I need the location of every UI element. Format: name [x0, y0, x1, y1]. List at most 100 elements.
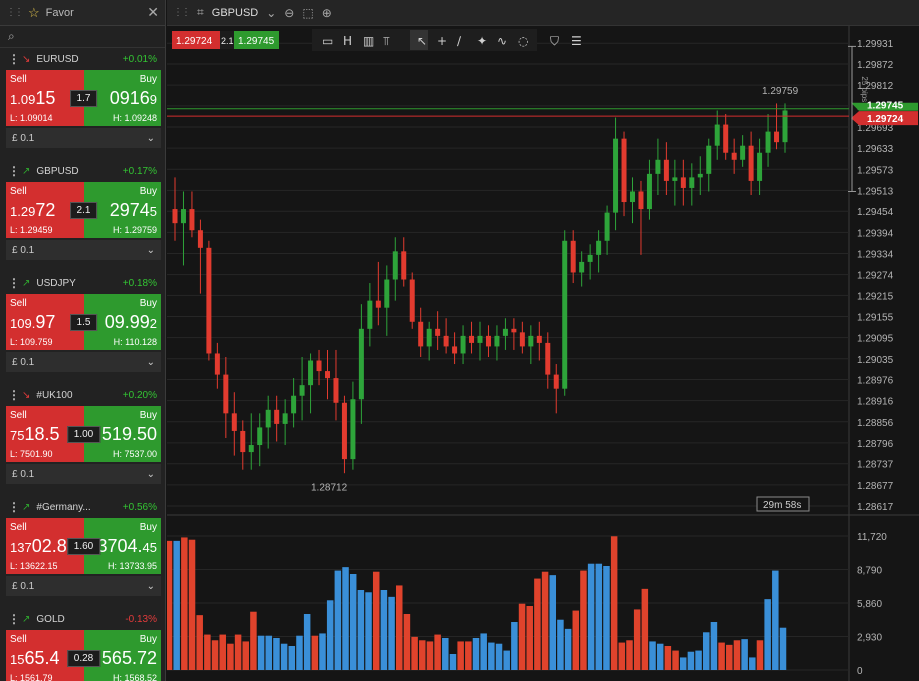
candle-body — [519, 332, 525, 347]
sell-label: Sell — [10, 634, 27, 645]
volume-bar — [618, 642, 626, 670]
volume-bar — [764, 599, 771, 670]
volume-bar — [603, 566, 610, 670]
quantity-select[interactable]: £ 0.1 ⌄ — [6, 240, 161, 260]
text-tool-icon[interactable]: ⫪ — [383, 34, 390, 48]
more-menu-icon[interactable]: ⋮ — [8, 500, 20, 514]
candle-body — [748, 145, 754, 181]
volume-bar — [610, 536, 618, 670]
sell-button[interactable]: Sell 1.2972 L: 1.29459 — [6, 182, 84, 238]
price-tick-label: 1.29095 — [857, 334, 894, 345]
instrument-header: ⋮ ↘ EURUSD +0.01% — [6, 48, 161, 70]
price-tick-label: 1.28916 — [857, 397, 894, 408]
candle-body — [570, 240, 576, 273]
chart-symbol[interactable]: GBPUSD — [211, 6, 259, 19]
trend-arrow-icon: ↘ — [22, 53, 31, 65]
instrument-header: ⋮ ↗ GBPUSD +0.17% — [6, 160, 161, 182]
volume-bar — [196, 615, 203, 670]
instrument-card: ⋮ ↘ EURUSD +0.01% Sell 1.0915 L: 1.09014 Buy 091… — [6, 48, 161, 148]
instrument-name[interactable]: #UK100 — [36, 389, 73, 401]
candle-body — [502, 328, 508, 336]
instrument-name[interactable]: #Germany... — [36, 501, 91, 513]
paint-brush-icon[interactable]: ⛉ — [550, 34, 559, 48]
quantity-select[interactable]: £ 0.1 ⌄ — [6, 128, 161, 148]
volume-bar — [580, 570, 587, 670]
candle-body — [655, 159, 661, 174]
sell-price-big: 97 — [35, 312, 56, 332]
volume-bar — [749, 657, 756, 670]
instrument-name[interactable]: EURUSD — [36, 53, 79, 65]
pattern-icon[interactable]: ∿ — [497, 34, 507, 48]
fibonacci-icon[interactable]: ✦ — [477, 34, 487, 48]
favorites-panel: ⋮⋮ ☆ Favor ✕ ⌕ ⋮ ↘ EURUSD +0.01% Sell 1.0915 L… — [0, 0, 166, 681]
search-icon[interactable]: ⌕ — [8, 29, 15, 43]
volume-bar — [388, 596, 395, 670]
chart-buy-button[interactable] — [234, 31, 279, 49]
price-tick-label: 1.28617 — [857, 502, 894, 513]
close-icon[interactable]: ✕ — [147, 4, 159, 20]
volume-bar — [564, 628, 572, 670]
trendline-icon[interactable]: ∕ — [457, 34, 462, 48]
cursor-icon[interactable]: ↖ — [417, 34, 427, 48]
more-menu-icon[interactable]: ⋮ — [8, 52, 20, 66]
price-tick-label: 1.28796 — [857, 439, 894, 450]
annotation-tool-icon[interactable]: ▭ — [322, 34, 333, 48]
horizontal-line-tool-icon[interactable]: H — [343, 34, 352, 48]
buy-price-part2: .50 — [131, 424, 157, 444]
sell-price-tag — [851, 111, 918, 126]
chart-toolbar: ⋮⋮ ⌗ GBPUSD ⌄ ⊖ ⬚ ⊕ — [167, 0, 919, 26]
sell-price: 1565.4 — [10, 648, 60, 669]
candle-body — [714, 124, 720, 146]
drag-handle-icon[interactable]: ⋮⋮ — [173, 7, 191, 18]
price-tick-label: 1.29454 — [857, 207, 894, 218]
trend-arrow-icon: ↗ — [22, 501, 31, 513]
drag-handle-icon[interactable]: ⋮⋮ — [6, 7, 24, 18]
search-row[interactable]: ⌕ — [0, 26, 165, 48]
instrument-card: ⋮ ↗ USDJPY +0.18% Sell 109.97 L: 109.759 Buy 09.… — [6, 272, 161, 372]
more-menu-icon[interactable]: ⋮ — [8, 388, 20, 402]
sell-price: 13702.8 — [10, 536, 67, 557]
instrument-header: ⋮ ↗ USDJPY +0.18% — [6, 272, 161, 294]
price-tick-label: 1.29215 — [857, 291, 894, 302]
volume-bar — [411, 636, 418, 670]
bar-type-icon[interactable]: ▥ — [363, 34, 374, 48]
candle-body — [545, 342, 551, 375]
zoom-out-icon[interactable]: ⊖ — [284, 5, 295, 20]
crosshair-icon[interactable]: + — [437, 34, 447, 48]
quantity-select[interactable]: £ 0.1 ⌄ — [6, 464, 161, 484]
fullscreen-icon[interactable]: ⬚ — [302, 5, 314, 20]
more-menu-icon[interactable]: ⋮ — [8, 276, 20, 290]
quantity-select[interactable]: £ 0.1 ⌄ — [6, 352, 161, 372]
more-menu-icon[interactable]: ⋮ — [8, 164, 20, 178]
sell-price-small: 137 — [10, 540, 32, 555]
chart-sell-button[interactable] — [172, 31, 220, 49]
candle-body — [316, 360, 322, 372]
volume-bar — [679, 657, 687, 670]
candle-body — [621, 138, 627, 203]
price-tick-label: 1.28856 — [857, 418, 894, 429]
candle-body — [689, 177, 695, 188]
shapes-icon[interactable]: ◌ — [518, 34, 528, 48]
chevron-down-icon: ⌄ — [146, 468, 155, 480]
buy-label: Buy — [139, 298, 157, 309]
chevron-down-icon[interactable]: ⌄ — [266, 5, 277, 20]
indicator-list-icon[interactable]: ☰ — [571, 34, 582, 48]
instrument-name[interactable]: GBPUSD — [36, 165, 79, 177]
sell-price: 109.97 — [10, 312, 55, 333]
instrument-name[interactable]: USDJPY — [36, 277, 76, 289]
trade-tiles: Sell 1.2972 L: 1.29459 Buy 29745 H: 1.29759 2.… — [6, 182, 161, 238]
price-chart[interactable]: 1.299311.298721.298121.297531.296931.296… — [167, 26, 919, 681]
instrument-name[interactable]: GOLD — [36, 613, 65, 625]
volume-bar — [188, 539, 196, 670]
more-menu-icon[interactable]: ⋮ — [8, 612, 20, 626]
volume-bar — [656, 643, 664, 670]
low-value: L: 1.29459 — [10, 225, 53, 235]
chart-type-icon[interactable]: ⌗ — [197, 5, 204, 19]
buy-price-part1: 09. — [104, 312, 130, 332]
quantity-select[interactable]: £ 0.1 ⌄ — [6, 576, 161, 596]
zoom-in-icon[interactable]: ⊕ — [321, 5, 332, 20]
volume-bar — [534, 578, 541, 670]
price-tick-label: 1.29394 — [857, 228, 894, 239]
candle-body — [325, 371, 330, 379]
volume-bar — [396, 585, 403, 670]
